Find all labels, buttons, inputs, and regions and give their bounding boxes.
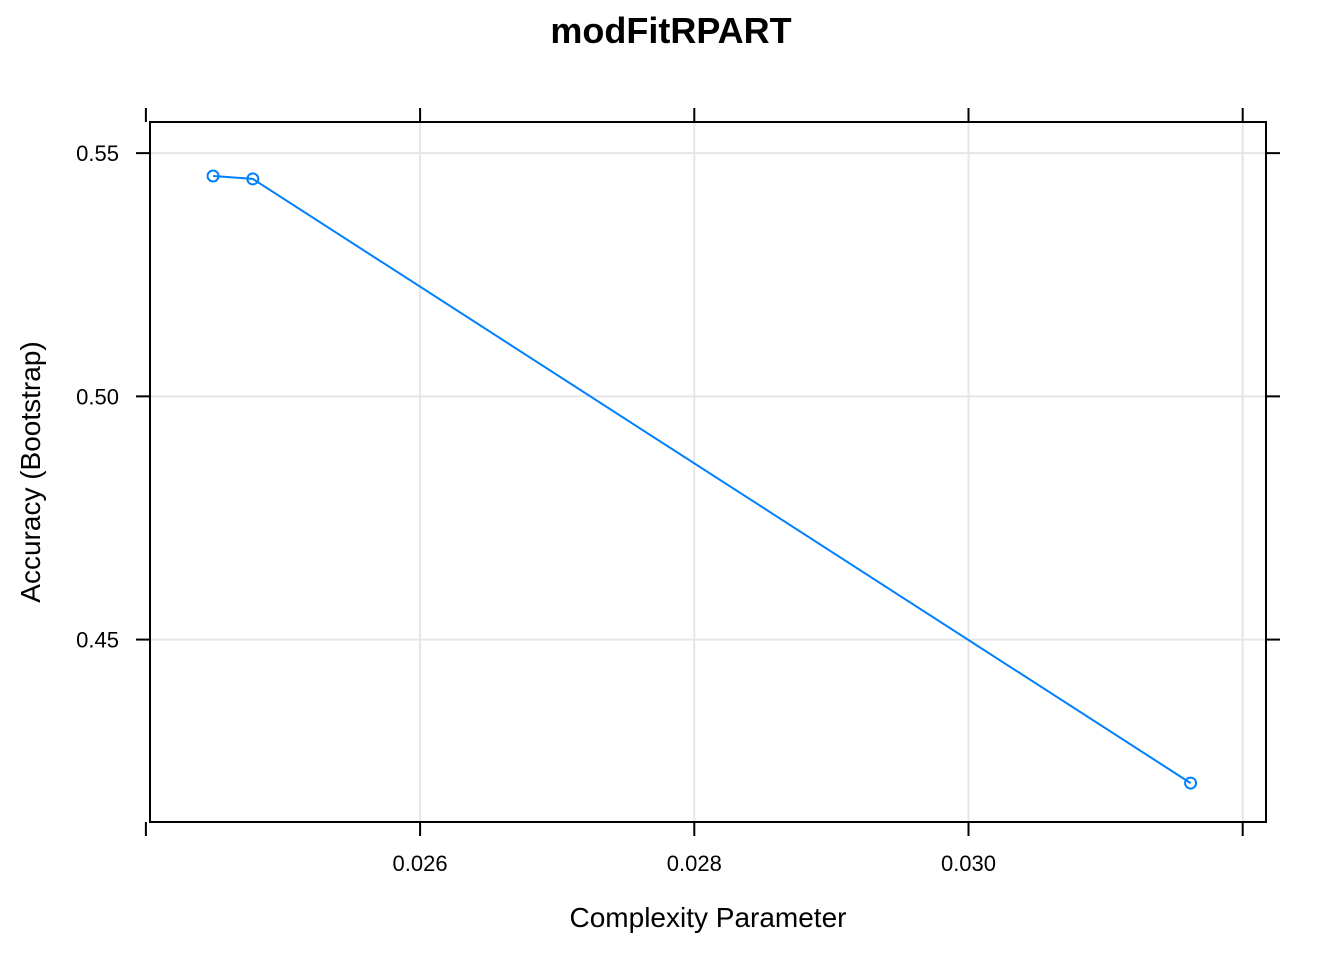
grid-layer <box>150 122 1266 822</box>
data-point <box>246 172 260 186</box>
y-tick-label: 0.45 <box>76 628 119 653</box>
x-tick-label: 0.026 <box>393 851 448 876</box>
data-point <box>1184 776 1198 790</box>
x-axis-label: Complexity Parameter <box>570 902 847 933</box>
x-tick-label: 0.030 <box>941 851 996 876</box>
y-tick-label: 0.55 <box>76 141 119 166</box>
y-axis-label: Accuracy (Bootstrap) <box>15 341 46 602</box>
x-tick-label: 0.028 <box>667 851 722 876</box>
y-tick-label: 0.50 <box>76 384 119 409</box>
series-layer <box>206 169 1198 790</box>
data-point <box>206 169 220 183</box>
tick-layer: 0.026 0.028 0.030 0.45 0.50 0.55 <box>76 108 1280 876</box>
series-line <box>213 175 1192 784</box>
chart-title: modFitRPART <box>550 10 791 51</box>
plot-frame <box>149 121 1267 823</box>
